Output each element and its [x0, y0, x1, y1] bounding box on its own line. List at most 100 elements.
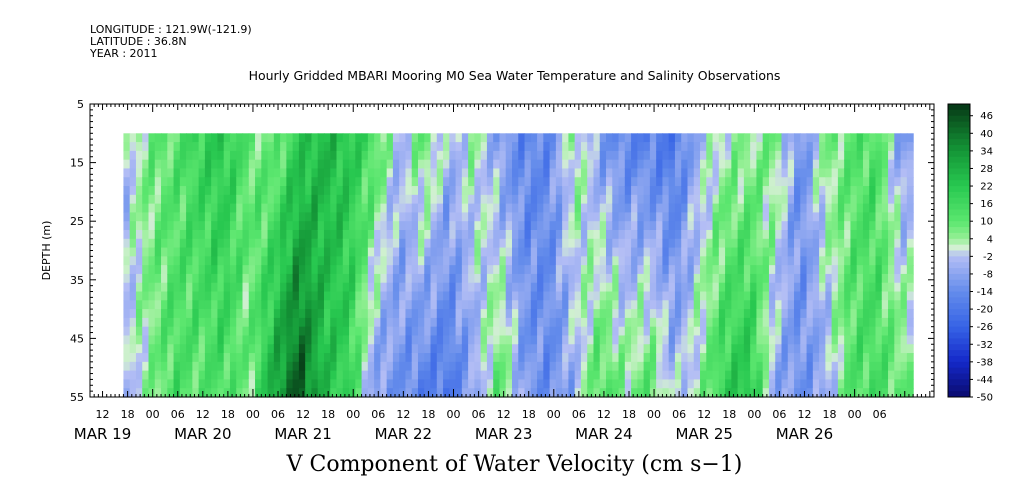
heatmap-cell [768, 273, 776, 284]
heatmap-cell [154, 203, 162, 214]
heatmap-cell [217, 159, 225, 170]
heatmap-cell [512, 186, 519, 196]
heatmap-cell [123, 186, 131, 196]
heatmap-cell [173, 142, 181, 152]
heatmap-cell [900, 229, 908, 240]
heatmap-cell [512, 256, 519, 266]
heatmap-cell [737, 177, 745, 187]
heatmap-cell [298, 335, 306, 345]
heatmap-cell [674, 221, 682, 231]
heatmap-cell [512, 150, 519, 161]
heatmap-cell [355, 256, 363, 266]
heatmap-cell [643, 273, 651, 284]
heatmap-cell [712, 203, 720, 214]
heatmap-cell [718, 273, 726, 284]
colorbar-label: 4 [987, 234, 993, 245]
heatmap-cell [192, 194, 200, 205]
heatmap-cell [637, 282, 645, 293]
heatmap-cell [555, 168, 563, 178]
heatmap-cell [618, 168, 626, 178]
heatmap-cell [236, 282, 244, 293]
heatmap-cell [161, 353, 168, 363]
heatmap-cell [505, 142, 513, 152]
heatmap-cell [787, 221, 795, 231]
heatmap-cell [493, 159, 501, 170]
heatmap-cell [430, 142, 438, 152]
heatmap-cell [486, 291, 494, 301]
heatmap-cell [806, 133, 814, 143]
heatmap-cell [687, 309, 695, 319]
heatmap-cell [430, 370, 438, 381]
heatmap-cell [524, 300, 532, 310]
heatmap-cell [881, 186, 889, 196]
heatmap-cell [612, 159, 620, 170]
heatmap-cell [562, 142, 570, 152]
heatmap-cell [211, 221, 219, 231]
heatmap-cell [850, 370, 858, 381]
heatmap-cell [800, 317, 808, 328]
heatmap-cell [236, 344, 244, 354]
heatmap-cell [562, 133, 570, 143]
heatmap-cell [587, 309, 595, 319]
heatmap-cell [737, 142, 745, 152]
heatmap-cell [593, 142, 601, 152]
heatmap-cell [311, 142, 319, 152]
heatmap-cell [787, 194, 795, 205]
heatmap-cell [894, 291, 902, 301]
heatmap-cell [161, 335, 168, 345]
heatmap-cell [656, 194, 664, 205]
heatmap-cell [317, 388, 325, 398]
heatmap-cell [430, 177, 438, 187]
heatmap-cell [280, 203, 287, 214]
heatmap-cell [405, 142, 413, 152]
heatmap-cell [700, 133, 707, 143]
heatmap-cell [311, 309, 319, 319]
heatmap-cell [474, 247, 482, 257]
heatmap-cell [198, 361, 206, 372]
heatmap-cell [900, 256, 908, 266]
heatmap-cell [681, 344, 689, 354]
heatmap-cell [330, 379, 338, 389]
heatmap-cell [399, 388, 407, 398]
heatmap-cell [762, 335, 770, 345]
heatmap-cell [154, 282, 162, 293]
heatmap-cell [819, 291, 826, 301]
heatmap-cell [317, 142, 325, 152]
heatmap-cell [255, 317, 262, 328]
heatmap-cell [430, 353, 438, 363]
heatmap-cell [524, 282, 532, 293]
heatmap-cell [568, 379, 576, 389]
heatmap-cell [355, 238, 363, 249]
colorbar-label: -38 [977, 357, 993, 368]
heatmap-cell [862, 370, 870, 381]
heatmap-cell [292, 142, 300, 152]
heatmap-cell [662, 177, 670, 187]
heatmap-cell [305, 194, 313, 205]
heatmap-cell [681, 361, 689, 372]
heatmap-cell [204, 142, 212, 152]
heatmap-cell [593, 229, 601, 240]
heatmap-cell [512, 221, 519, 231]
heatmap-cell [336, 203, 344, 214]
heatmap-cell [443, 361, 450, 372]
heatmap-cell [342, 238, 350, 249]
heatmap-cell [430, 133, 438, 143]
heatmap-cell [204, 370, 212, 381]
heatmap-cell [768, 194, 776, 205]
heatmap-cell [480, 265, 488, 275]
heatmap-cell [436, 221, 444, 231]
heatmap-cell [681, 282, 689, 293]
heatmap-cell [424, 142, 432, 152]
heatmap-cell [612, 291, 620, 301]
heatmap-cell [443, 300, 450, 310]
heatmap-cell [649, 370, 657, 381]
heatmap-cell [800, 168, 808, 178]
heatmap-cell [693, 353, 701, 363]
heatmap-cell [280, 150, 287, 161]
heatmap-cell [637, 370, 645, 381]
heatmap-cell [167, 273, 175, 284]
heatmap-cell [474, 353, 482, 363]
heatmap-cell [430, 247, 438, 257]
heatmap-cell [812, 221, 820, 231]
heatmap-cell [643, 168, 651, 178]
